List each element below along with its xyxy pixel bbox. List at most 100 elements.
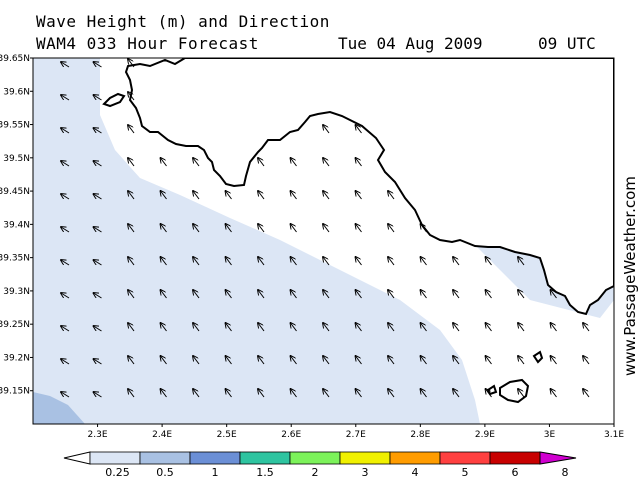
- colorbar-label: 4: [412, 466, 419, 479]
- wave-arrow: [258, 356, 265, 365]
- wave-arrow: [453, 389, 460, 398]
- wave-arrow: [258, 290, 265, 299]
- wave-arrow: [453, 257, 460, 266]
- wave-arrow: [323, 323, 330, 332]
- wave-arrow: [258, 224, 265, 233]
- lat-tick-label: 39.15N: [0, 387, 30, 397]
- wave-arrow: [356, 323, 362, 332]
- wave-arrow: [356, 125, 362, 134]
- wave-arrow: [226, 356, 232, 365]
- wave-arrow: [161, 323, 167, 332]
- lon-tick-label: 2.7E: [346, 430, 366, 440]
- wave-arrow: [161, 389, 167, 398]
- island-land: [124, 58, 614, 316]
- lat-tick-label: 39.25N: [0, 320, 30, 330]
- islet-small: [532, 350, 544, 364]
- wave-arrow: [258, 323, 265, 332]
- colorbar-segment: [189, 451, 241, 465]
- wave-arrow: [161, 290, 167, 299]
- wave-arrow: [61, 194, 70, 200]
- wave-arrow: [94, 62, 102, 68]
- wave-arrow: [388, 257, 395, 266]
- colorbar-label: 8: [562, 466, 569, 479]
- wave-arrow: [421, 323, 427, 332]
- wave-arrow: [61, 227, 70, 233]
- wave-arrow: [323, 389, 330, 398]
- wave-arrow: [518, 389, 525, 398]
- lon-tick-label: 2.4E: [152, 430, 172, 440]
- chart-title: Wave Height (m) and Direction: [36, 12, 330, 31]
- wave-arrow: [94, 128, 102, 134]
- colorbar-max-arrow: [539, 451, 577, 465]
- wave-arrow: [94, 161, 102, 167]
- wave-arrow: [193, 323, 200, 332]
- colorbar-segment: [289, 451, 341, 465]
- wave-arrow: [323, 158, 330, 167]
- wave-arrow: [518, 257, 525, 266]
- wave-arrow: [128, 257, 135, 266]
- wave-arrow: [388, 389, 395, 398]
- wave-arrow: [388, 323, 395, 332]
- wave-arrow: [258, 191, 265, 200]
- wave-arrow: [388, 191, 395, 200]
- wave-arrow: [258, 158, 265, 167]
- wave-arrow: [388, 224, 395, 233]
- lon-tick-label: 2.8E: [410, 430, 430, 440]
- wave-arrow: [323, 290, 330, 299]
- wave-arrow: [291, 323, 297, 332]
- wave-arrow: [61, 359, 70, 365]
- colorbar-label: 6: [512, 466, 519, 479]
- colorbar-label: 1: [212, 466, 219, 479]
- wave-arrow: [486, 389, 492, 398]
- wave-arrow: [61, 62, 70, 68]
- wave-arrow: [94, 227, 102, 233]
- lat-tick-label: 39.35N: [0, 254, 30, 264]
- wave-arrow: [356, 257, 362, 266]
- forecast-date: Tue 04 Aug 2009: [338, 34, 483, 53]
- lon-tick-label: 2.3E: [88, 430, 108, 440]
- wave-arrow: [258, 389, 265, 398]
- latitude-axis: 39.65N 39.6N 39.55N 39.5N 39.45N 39.4N 39.35N 3…: [0, 54, 33, 397]
- wave-arrow: [518, 356, 525, 365]
- wave-arrow: [161, 257, 167, 266]
- wave-arrow: [94, 293, 102, 299]
- colorbar-segment: [439, 451, 491, 465]
- wave-arrow: [421, 224, 427, 233]
- wave-arrow: [583, 323, 590, 332]
- wave-arrow: [583, 389, 590, 398]
- wave-arrow: [61, 293, 70, 299]
- lat-tick-label: 39.4N: [3, 220, 30, 230]
- wave-arrow: [518, 290, 525, 299]
- wave-arrow: [193, 389, 200, 398]
- wave-arrow: [323, 356, 330, 365]
- wave-arrow: [323, 224, 330, 233]
- colorbar-label: 5: [462, 466, 469, 479]
- wave-arrow: [258, 257, 265, 266]
- wave-arrow: [323, 257, 330, 266]
- wave-arrow: [128, 125, 135, 134]
- lon-tick-label: 3E: [544, 430, 556, 440]
- wave-arrow: [486, 356, 492, 365]
- wave-arrow: [193, 356, 200, 365]
- wave-arrow: [161, 191, 167, 200]
- wave-arrow: [161, 224, 167, 233]
- wave-arrow: [421, 290, 427, 299]
- lat-tick-label: 39.65N: [0, 54, 30, 64]
- forecast-time: 09 UTC: [538, 34, 596, 53]
- wave-arrow: [128, 92, 135, 101]
- lat-tick-label: 39.55N: [0, 121, 30, 131]
- wave-arrow: [486, 323, 492, 332]
- wave-arrow: [226, 191, 232, 200]
- wave-arrow: [128, 389, 135, 398]
- wave-arrow: [128, 356, 135, 365]
- wave-arrow: [486, 290, 492, 299]
- lon-tick-label: 3.1E: [604, 430, 624, 440]
- wave-arrow: [291, 257, 297, 266]
- wave-arrow: [518, 323, 525, 332]
- wave-arrow: [356, 224, 362, 233]
- longitude-axis: 2.3E 2.4E 2.5E 2.6E 2.7E 2.8E 2.9E 3E 3.1E: [88, 424, 624, 440]
- wave-arrow: [161, 356, 167, 365]
- wave-arrow: [128, 59, 135, 68]
- wave-arrow: [421, 257, 427, 266]
